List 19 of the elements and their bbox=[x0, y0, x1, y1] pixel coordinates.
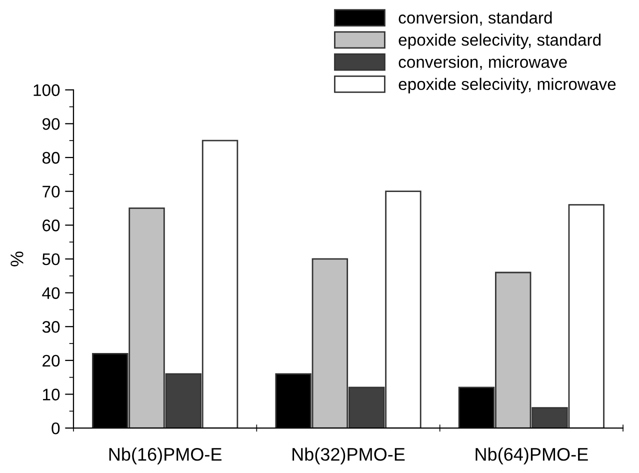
y-tick-label: 10 bbox=[43, 388, 60, 400]
y-tick-label: 30 bbox=[42, 321, 60, 333]
x-tick-label: Nb(64)PMO-E bbox=[476, 448, 588, 464]
y-tick-label: 70 bbox=[42, 186, 60, 198]
y-tick-label: 60 bbox=[42, 220, 60, 232]
legend-label: conversion, microwave bbox=[398, 56, 567, 70]
x-tick-label: Nb(16)PMO-E bbox=[109, 448, 222, 464]
y-axis-title: % bbox=[10, 252, 24, 266]
legend-label: epoxide selecivity, microwave bbox=[398, 78, 616, 94]
y-tick-label: 20 bbox=[42, 354, 60, 367]
y-tick-label: 50 bbox=[42, 253, 60, 266]
y-tick-label: 0 bbox=[52, 422, 60, 434]
legend-label: epoxide selecivity, standard bbox=[398, 34, 601, 50]
y-tick-label: 40 bbox=[42, 287, 60, 299]
x-tick-label: Nb(32)PMO-E bbox=[292, 448, 405, 464]
legend-label: conversion, standard bbox=[398, 11, 552, 26]
y-tick-label: 80 bbox=[42, 152, 60, 164]
y-tick-label: 90 bbox=[42, 118, 60, 130]
y-tick-label: 100 bbox=[34, 84, 60, 96]
